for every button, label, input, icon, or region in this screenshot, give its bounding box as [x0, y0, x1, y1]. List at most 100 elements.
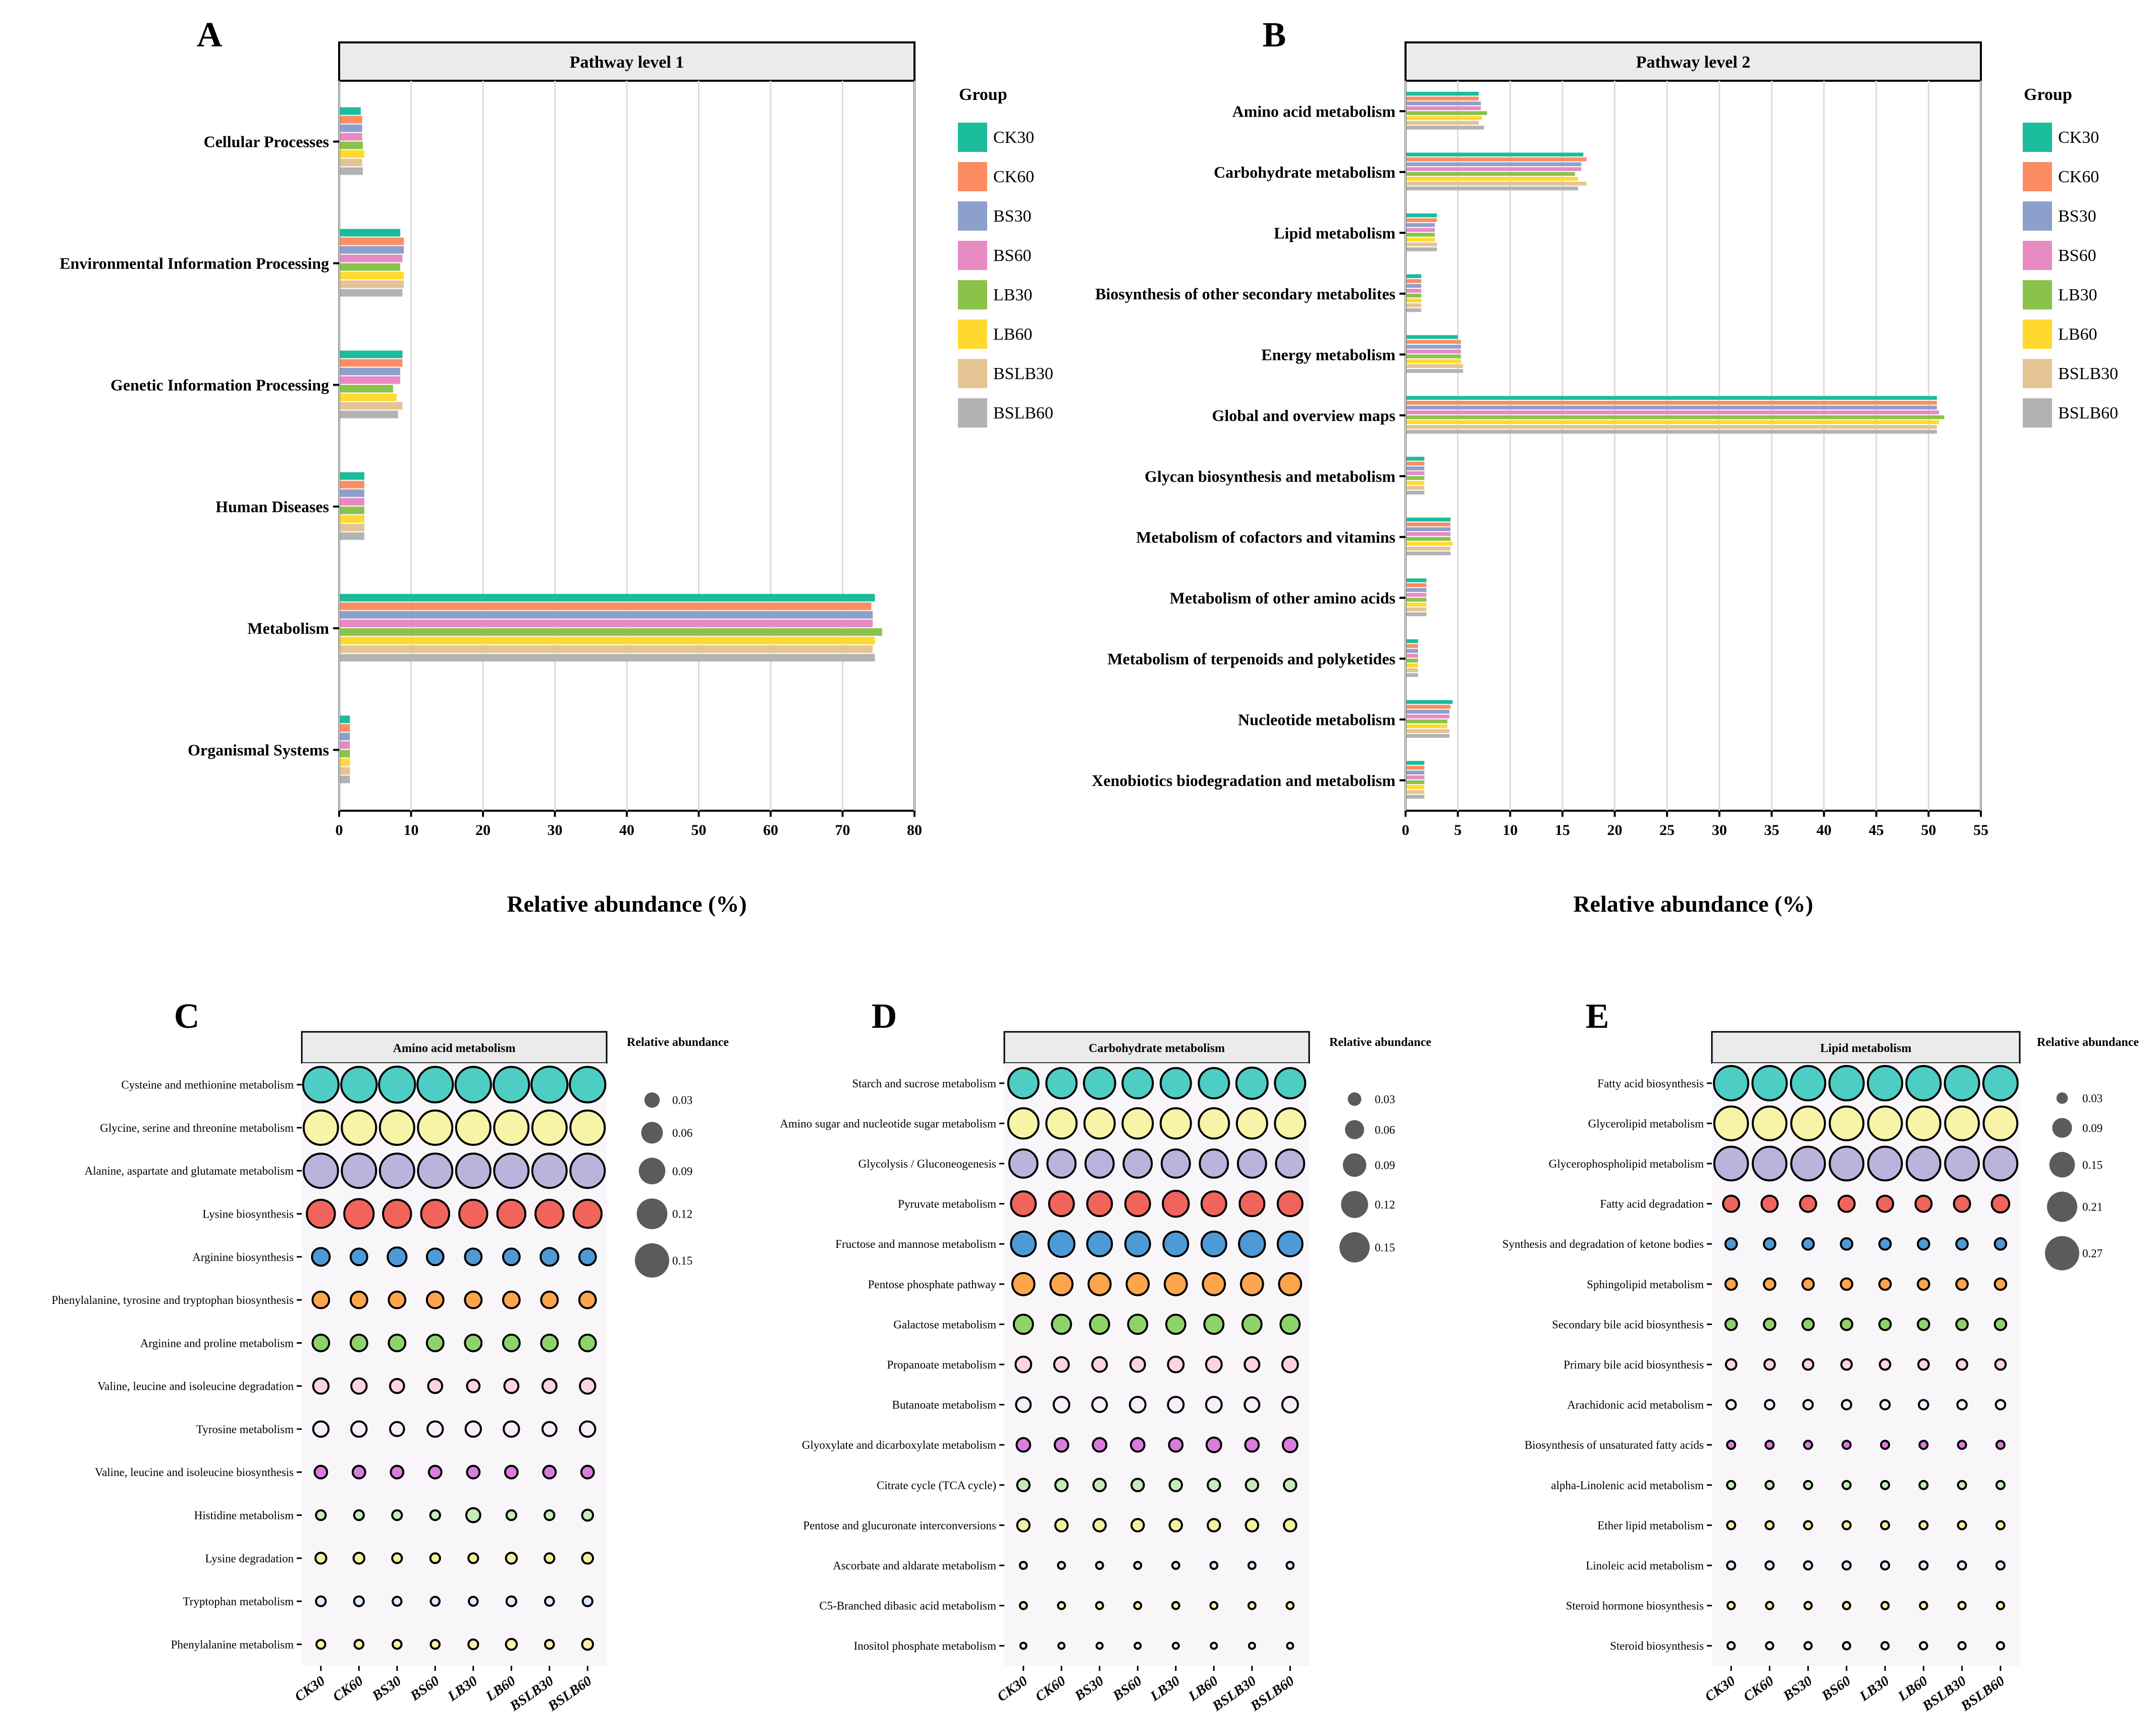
bar-lb30 [1407, 537, 1451, 541]
dot-bslb60 [1274, 1107, 1307, 1140]
bar-ck60 [1407, 705, 1451, 709]
dot-ck60 [341, 1152, 378, 1189]
dot-bs60 [429, 1596, 441, 1607]
dot-bslb60 [578, 1333, 597, 1352]
bar-bslb30 [1407, 486, 1425, 490]
dot-bslb60 [1993, 1277, 2008, 1291]
size-legend-dot [2047, 1191, 2077, 1222]
bar-lb60 [1407, 542, 1453, 546]
size-legend-dot [644, 1092, 660, 1108]
panel-b: B Pathway level 2 0 5 10 15 20 25 30 35 40 45 50 55 Am… [1092, 16, 2118, 917]
dot-bslb30 [1957, 1560, 1967, 1571]
bar-lb30 [1407, 598, 1427, 602]
dot-ck30 [311, 1290, 331, 1309]
x-tick-label: 60 [763, 822, 778, 838]
dot-lb30 [1160, 1148, 1191, 1179]
bar-ck60 [340, 237, 404, 245]
dot-bs60 [427, 1464, 443, 1480]
panel-d: D Carbohydrate metabolism Starch and sucro… [780, 997, 1431, 1715]
bar-lb60 [1407, 724, 1447, 728]
bar-bslb30 [1407, 303, 1422, 307]
dot-ck30 [1007, 1067, 1040, 1099]
dot-bslb30 [1944, 1065, 1980, 1101]
dot-lb30 [1168, 1518, 1183, 1533]
dot-bslb30 [1957, 1601, 1967, 1610]
dot-lb30 [466, 1464, 481, 1480]
dot-bslb60 [569, 1109, 606, 1146]
size-legend-label: 0.09 [672, 1165, 692, 1178]
dot-bs30 [382, 1198, 412, 1229]
dot-ck30 [1012, 1313, 1034, 1335]
group-label: CK30 [1702, 1673, 1738, 1705]
dot-bs30 [1803, 1641, 1813, 1651]
bar-lb30 [1407, 111, 1487, 115]
dot-lb60 [1205, 1396, 1223, 1414]
dot-lb60 [1918, 1480, 1929, 1490]
bar-bslb60 [340, 410, 398, 418]
legend-label: CK60 [2058, 168, 2099, 186]
dot-bslb30 [1247, 1601, 1257, 1610]
dot-bs60 [429, 1509, 441, 1521]
dot-bs60 [1828, 1145, 1865, 1182]
legend-label: BS30 [993, 207, 1032, 226]
dot-bslb30 [1244, 1356, 1261, 1373]
dot-ck30 [1018, 1601, 1028, 1610]
x-tick-label: 45 [1869, 822, 1884, 838]
dot-bs30 [1095, 1601, 1104, 1610]
bar-ck30 [340, 229, 401, 237]
dot-ck60 [343, 1198, 375, 1230]
bar-bs60 [1407, 654, 1418, 658]
x-axis-title: Relative abundance (%) [1573, 891, 1813, 917]
row-label: Phenylalanine, tyrosine and tryptophan b… [51, 1294, 294, 1306]
bar-ck60 [1407, 218, 1437, 223]
dot-lb60 [493, 1066, 530, 1104]
bar-bs60 [1407, 532, 1451, 536]
dot-bs30 [1092, 1478, 1107, 1493]
dot-lb60 [1210, 1642, 1218, 1650]
dot-bs30 [1803, 1601, 1813, 1610]
size-legend-label: 0.09 [1375, 1159, 1395, 1172]
row-label: Synthesis and degradation of ketone bodi… [1502, 1238, 1704, 1250]
dot-lb60 [505, 1638, 518, 1651]
dot-ck30 [305, 1198, 336, 1229]
bar-lb30 [340, 263, 401, 271]
dot-bslb30 [541, 1378, 558, 1394]
dot-bslb30 [1944, 1145, 1980, 1182]
dot-bs60 [1842, 1601, 1852, 1610]
bar-bs60 [1407, 775, 1425, 779]
bar-lb30 [340, 141, 363, 149]
bar-bs60 [1407, 167, 1582, 171]
dot-ck30 [1724, 1237, 1738, 1251]
x-axis-title: Relative abundance (%) [507, 891, 746, 917]
dot-ck60 [1045, 1067, 1078, 1099]
dot-bs30 [378, 1065, 416, 1104]
dot-bs30 [1092, 1518, 1107, 1533]
dot-bslb30 [540, 1290, 559, 1309]
row-label: Fatty acid degradation [1600, 1198, 1704, 1211]
dot-lb30 [464, 1333, 483, 1352]
x-tick-label: 20 [475, 822, 491, 838]
dot-bslb30 [1955, 1237, 1969, 1251]
bar-bslb30 [340, 159, 362, 167]
row-label: Secondary bile acid biosynthesis [1552, 1318, 1704, 1331]
dot-ck60 [1764, 1480, 1775, 1490]
size-legend-title: Relative abundance [627, 1036, 729, 1049]
bar-lb30 [1407, 476, 1425, 480]
dot-bslb60 [578, 1290, 597, 1309]
dot-bslb60 [579, 1377, 597, 1395]
bar-bslb60 [340, 775, 350, 783]
bar-bs30 [1407, 345, 1461, 349]
dot-bs30 [389, 1421, 405, 1437]
dot-bs60 [1130, 1478, 1145, 1493]
dot-lb30 [1162, 1189, 1190, 1218]
dot-lb30 [1880, 1520, 1891, 1531]
dot-ck30 [1726, 1520, 1737, 1531]
dot-ck30 [315, 1595, 327, 1607]
dot-bs30 [1803, 1520, 1813, 1531]
dot-bs30 [391, 1509, 403, 1521]
dot-bs30 [1803, 1560, 1813, 1571]
dot-bs30 [1084, 1148, 1115, 1179]
size-legend-title: Relative abundance [2037, 1036, 2139, 1049]
legend-title: Group [959, 85, 1007, 104]
